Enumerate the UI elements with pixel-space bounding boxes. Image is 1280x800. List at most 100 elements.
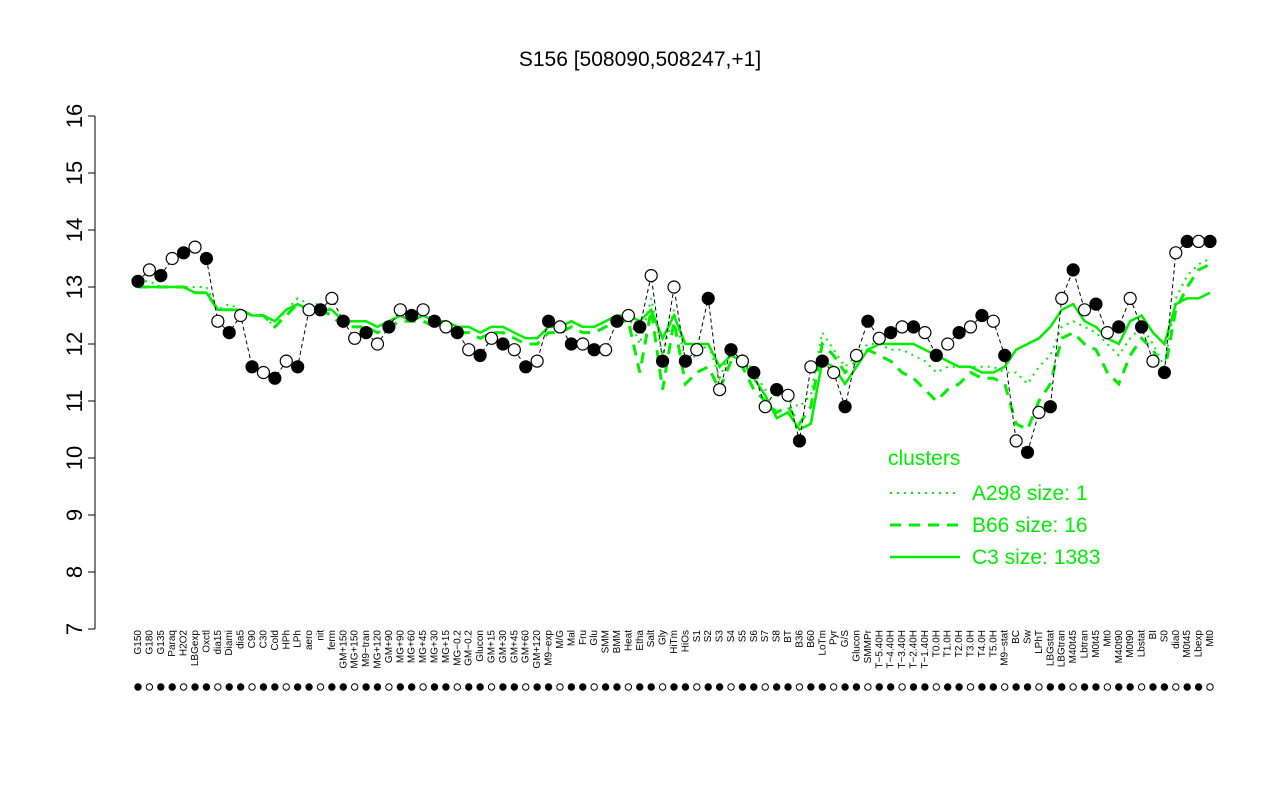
data-point bbox=[963, 320, 978, 334]
x-tick-label: S2 bbox=[703, 630, 714, 643]
x-group-marker bbox=[1023, 683, 1032, 691]
x-tick-label: M40t90 bbox=[1114, 630, 1125, 664]
x-group-marker bbox=[818, 683, 826, 691]
data-point bbox=[986, 314, 1000, 328]
x-tick-label: Paraq bbox=[167, 630, 178, 657]
x-tick-label: S3 bbox=[715, 630, 726, 643]
data-point bbox=[735, 354, 750, 368]
x-tick-label: S7 bbox=[760, 630, 771, 643]
data-point bbox=[450, 326, 464, 340]
x-tick-label: T−3.40H bbox=[897, 630, 908, 669]
data-point bbox=[610, 314, 624, 328]
x-group-marker bbox=[1103, 683, 1112, 691]
x-tick-label: M0t45 bbox=[1091, 630, 1102, 658]
data-point bbox=[256, 365, 271, 380]
data-point bbox=[770, 383, 784, 397]
x-tick-label: G135 bbox=[156, 630, 167, 655]
data-point bbox=[462, 343, 476, 357]
data-point bbox=[1191, 234, 1206, 248]
x-tick-label: GM+60 bbox=[521, 630, 532, 664]
x-axis: G150 G180 G135 Paraq H2O2 LBGexp Oxctl dia15 Dia… bbox=[133, 629, 1216, 691]
y-tick-label: 14 bbox=[62, 218, 87, 242]
x-tick-label: LBGtran bbox=[1057, 630, 1068, 667]
data-point bbox=[1146, 354, 1160, 368]
data-point bbox=[1089, 297, 1103, 311]
x-tick-label: B60 bbox=[806, 630, 817, 648]
x-tick-label: Heat bbox=[623, 630, 634, 651]
x-tick-label: BMM bbox=[612, 630, 623, 653]
x-tick-label: BI bbox=[1148, 630, 1159, 639]
x-group-marker bbox=[544, 683, 553, 691]
x-group-marker bbox=[875, 683, 883, 691]
x-tick-label: MG+150 bbox=[350, 630, 361, 669]
x-group-marker bbox=[590, 683, 598, 691]
x-tick-label: BT bbox=[783, 630, 794, 643]
x-group-marker bbox=[499, 683, 507, 691]
data-point bbox=[952, 326, 966, 340]
data-point bbox=[1100, 326, 1114, 340]
x-group-marker bbox=[727, 683, 735, 691]
x-group-marker bbox=[408, 683, 416, 691]
x-group-marker bbox=[1126, 683, 1134, 691]
x-tick-label: SMM bbox=[601, 630, 612, 653]
data-point bbox=[758, 400, 772, 414]
x-tick-label: LPhT bbox=[1034, 630, 1045, 654]
data-point bbox=[325, 291, 339, 305]
data-point bbox=[1203, 234, 1217, 248]
data-point bbox=[154, 269, 168, 283]
data-point bbox=[713, 383, 727, 397]
x-group-marker bbox=[978, 683, 986, 691]
x-tick-label: M/G bbox=[555, 630, 566, 649]
x-group-marker bbox=[1080, 683, 1089, 691]
x-tick-label: T−2.40H bbox=[908, 630, 919, 669]
x-tick-label: dia15 bbox=[213, 630, 224, 655]
x-tick-label: Mt0 bbox=[1102, 630, 1113, 647]
x-tick-label: Sw bbox=[1023, 629, 1034, 644]
cluster-line-dotted bbox=[138, 257, 1211, 408]
data-point bbox=[177, 246, 191, 260]
x-tick-label: GM−0.2 bbox=[464, 630, 475, 666]
x-group-marker bbox=[1058, 683, 1066, 691]
data-point bbox=[998, 348, 1012, 362]
data-point bbox=[1180, 234, 1194, 248]
x-tick-label: M0t45 bbox=[1182, 630, 1193, 658]
data-point bbox=[861, 314, 875, 328]
x-group-marker bbox=[1069, 683, 1077, 691]
x-group-marker bbox=[396, 683, 404, 691]
x-tick-label: G180 bbox=[144, 630, 155, 655]
x-group-marker bbox=[271, 683, 279, 691]
x-tick-label: T0.0H bbox=[931, 630, 942, 657]
x-group-marker bbox=[886, 683, 895, 691]
data-point bbox=[576, 337, 590, 351]
x-tick-label: SMMPr bbox=[863, 629, 874, 663]
x-group-marker bbox=[761, 683, 769, 691]
data-point bbox=[975, 308, 989, 323]
x-group-marker bbox=[636, 683, 644, 691]
x-group-marker bbox=[693, 683, 701, 691]
data-point bbox=[393, 303, 407, 317]
y-tick-label: 12 bbox=[62, 332, 87, 356]
x-group-marker bbox=[179, 683, 188, 691]
x-group-marker bbox=[465, 683, 473, 691]
x-tick-label: B36 bbox=[794, 630, 805, 648]
x-tick-label: Glu bbox=[589, 630, 600, 646]
data-point bbox=[541, 314, 556, 328]
data-point bbox=[701, 291, 715, 305]
x-group-marker bbox=[282, 683, 290, 691]
data-point bbox=[313, 303, 328, 317]
x-tick-label: M9−tran bbox=[361, 630, 372, 667]
x-tick-label: HiOs bbox=[680, 630, 691, 652]
x-group-marker bbox=[841, 683, 849, 691]
x-tick-label: Diami bbox=[224, 630, 235, 656]
data-point bbox=[291, 360, 305, 374]
x-group-marker bbox=[795, 683, 804, 691]
data-point bbox=[849, 348, 864, 362]
x-group-marker bbox=[373, 683, 382, 691]
data-point bbox=[222, 326, 236, 340]
data-point bbox=[234, 308, 248, 323]
data-point bbox=[678, 354, 693, 368]
x-group-marker bbox=[1115, 683, 1123, 691]
x-group-marker bbox=[704, 683, 712, 691]
data-point bbox=[667, 280, 681, 294]
x-tick-label: T2.0H bbox=[954, 630, 965, 657]
